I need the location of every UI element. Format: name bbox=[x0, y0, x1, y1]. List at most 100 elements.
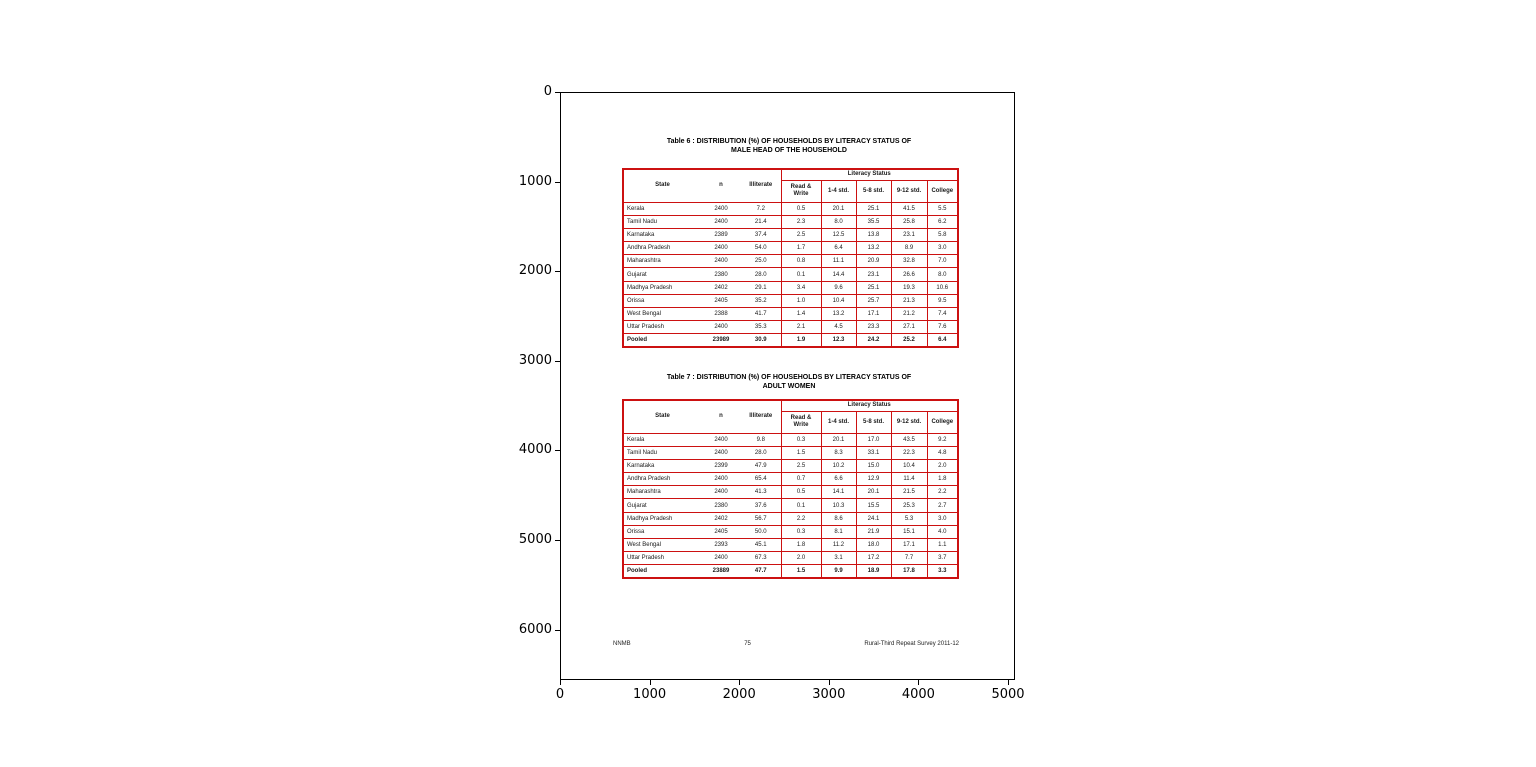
literacy-table-male-head: State n Illiterate Literacy Status Read & Wr… bbox=[622, 168, 960, 349]
value-cell: 2400 bbox=[701, 472, 741, 486]
y-tick-label: 6000 bbox=[518, 621, 552, 637]
state-cell: West Bengal bbox=[623, 306, 701, 321]
value-cell: 3.0 bbox=[926, 511, 959, 526]
state-cell: Madhya Pradesh bbox=[623, 280, 701, 295]
value-cell: 2402 bbox=[701, 511, 741, 526]
value-cell: 2400 bbox=[701, 241, 741, 255]
x-tick-label: 2000 bbox=[722, 687, 756, 702]
value-cell: 7.2 bbox=[741, 201, 781, 216]
value-cell: 10.4 bbox=[890, 458, 927, 473]
table7-title-line2: ADULT WOMEN bbox=[762, 383, 816, 390]
value-cell: 10.2 bbox=[820, 458, 856, 473]
state-cell: Karnataka bbox=[623, 458, 701, 473]
value-cell: 2400 bbox=[701, 551, 741, 565]
value-cell: 7.7 bbox=[890, 551, 927, 565]
value-cell: 2400 bbox=[701, 214, 741, 229]
state-cell: Maharashtra bbox=[623, 485, 701, 499]
table-row: Madhya Pradesh 2402 29.1 3.4 9.6 25.1 19.3 10.6 bbox=[623, 280, 959, 295]
y-tick-label: 4000 bbox=[518, 442, 552, 458]
value-cell: 5.5 bbox=[926, 201, 959, 216]
value-cell: 9.6 bbox=[820, 280, 856, 295]
state-cell: Tamil Nadu bbox=[623, 445, 701, 460]
value-cell: 24.1 bbox=[855, 511, 891, 526]
state-cell: Gujarat bbox=[623, 267, 701, 282]
value-cell: 26.6 bbox=[890, 267, 927, 282]
table-row: West Bengal 2388 41.7 1.4 13.2 17.1 21.2 7.4 bbox=[623, 306, 959, 321]
value-cell: 2.2 bbox=[926, 485, 959, 499]
value-cell: 45.1 bbox=[741, 537, 781, 552]
state-cell: Madhya Pradesh bbox=[623, 511, 701, 526]
value-cell: 0.1 bbox=[780, 267, 821, 282]
value-cell: 25.1 bbox=[855, 280, 891, 295]
footer-survey-label: Rural-Third Repeat Survey 2011-12 bbox=[864, 641, 959, 647]
column-header: 1-4 std. bbox=[820, 180, 856, 202]
value-cell: 21.2 bbox=[890, 306, 927, 321]
value-cell: 13.2 bbox=[855, 241, 891, 255]
x-tick-mark bbox=[828, 680, 830, 685]
value-cell: 12.9 bbox=[855, 472, 891, 486]
table-row: Andhra Pradesh 2400 54.0 1.7 6.4 13.2 8.9 3.0 bbox=[623, 241, 959, 255]
value-cell: 20.1 bbox=[820, 201, 856, 216]
value-cell: 13.2 bbox=[820, 306, 856, 321]
value-cell: 0.8 bbox=[780, 254, 821, 268]
value-cell: 15.1 bbox=[890, 524, 927, 539]
value-cell: 2.1 bbox=[780, 320, 821, 334]
value-cell: 2388 bbox=[701, 306, 741, 321]
value-cell: 11.4 bbox=[890, 472, 927, 486]
x-tick-label: 4000 bbox=[901, 687, 935, 702]
value-cell: 1.8 bbox=[780, 537, 821, 552]
value-cell: 23889 bbox=[701, 564, 741, 579]
value-cell: 4.5 bbox=[820, 320, 856, 334]
column-header: n bbox=[719, 182, 723, 189]
state-cell: Gujarat bbox=[623, 498, 701, 513]
value-cell: 2400 bbox=[701, 201, 741, 216]
value-cell: 2.0 bbox=[926, 458, 959, 473]
table-row: Kerala 2400 7.2 0.5 20.1 25.1 41.5 5.5 bbox=[623, 201, 959, 216]
state-cell: Uttar Pradesh bbox=[623, 551, 701, 565]
value-cell: 2400 bbox=[701, 485, 741, 499]
x-tick-mark bbox=[918, 680, 920, 685]
value-cell: 54.0 bbox=[741, 241, 781, 255]
table-row: Karnataka 2389 37.4 2.5 12.5 13.8 23.1 5.8 bbox=[623, 227, 959, 242]
table-row: Uttar Pradesh 2400 35.3 2.1 4.5 23.3 27.1 7.6 bbox=[623, 320, 959, 334]
value-cell: 15.5 bbox=[855, 498, 891, 513]
y-tick-label: 5000 bbox=[518, 532, 552, 547]
value-cell: 6.4 bbox=[926, 333, 959, 348]
value-cell: 2400 bbox=[701, 445, 741, 460]
value-cell: 3.3 bbox=[926, 564, 959, 579]
group-header: Literacy Status bbox=[780, 169, 959, 181]
column-header: Read & Write bbox=[780, 411, 821, 433]
column-header: n bbox=[719, 413, 723, 420]
column-header: 9-12 std. bbox=[890, 180, 927, 202]
literacy-table-adult-women: State n Illiterate Literacy Status Read & Wr… bbox=[622, 399, 960, 580]
footer-page-number: 75 bbox=[744, 641, 751, 647]
y-tick-label: 3000 bbox=[518, 352, 552, 368]
page-footer: NNMB 75 Rural-Third Repeat Survey 2011-1… bbox=[613, 641, 959, 647]
value-cell: 19.3 bbox=[890, 280, 927, 295]
column-header: Illiterate bbox=[749, 413, 773, 420]
column-header: 1-4 std. bbox=[820, 411, 856, 433]
value-cell: 0.1 bbox=[780, 498, 821, 513]
state-cell: Pooled bbox=[623, 564, 701, 579]
value-cell: 25.2 bbox=[890, 333, 927, 348]
value-cell: 2400 bbox=[701, 432, 741, 447]
value-cell: 2380 bbox=[701, 267, 741, 282]
value-cell: 8.1 bbox=[820, 524, 856, 539]
value-cell: 9.2 bbox=[926, 432, 959, 447]
state-cell: Kerala bbox=[623, 432, 701, 447]
y-tick-mark bbox=[555, 450, 560, 452]
value-cell: 50.0 bbox=[741, 524, 781, 539]
value-cell: 12.5 bbox=[820, 227, 856, 242]
column-header: 9-12 std. bbox=[890, 411, 927, 433]
value-cell: 41.7 bbox=[741, 306, 781, 321]
value-cell: 10.4 bbox=[820, 293, 856, 308]
column-header: College bbox=[926, 180, 959, 202]
value-cell: 1.0 bbox=[780, 293, 821, 308]
table-row: Maharashtra 2400 25.0 0.8 11.1 20.9 32.8 7.0 bbox=[623, 254, 959, 268]
value-cell: 9.5 bbox=[926, 293, 959, 308]
value-cell: 2.0 bbox=[780, 551, 821, 565]
y-tick-mark bbox=[555, 629, 560, 631]
value-cell: 12.3 bbox=[820, 333, 856, 348]
value-cell: 23.1 bbox=[855, 267, 891, 282]
value-cell: 7.0 bbox=[926, 254, 959, 268]
